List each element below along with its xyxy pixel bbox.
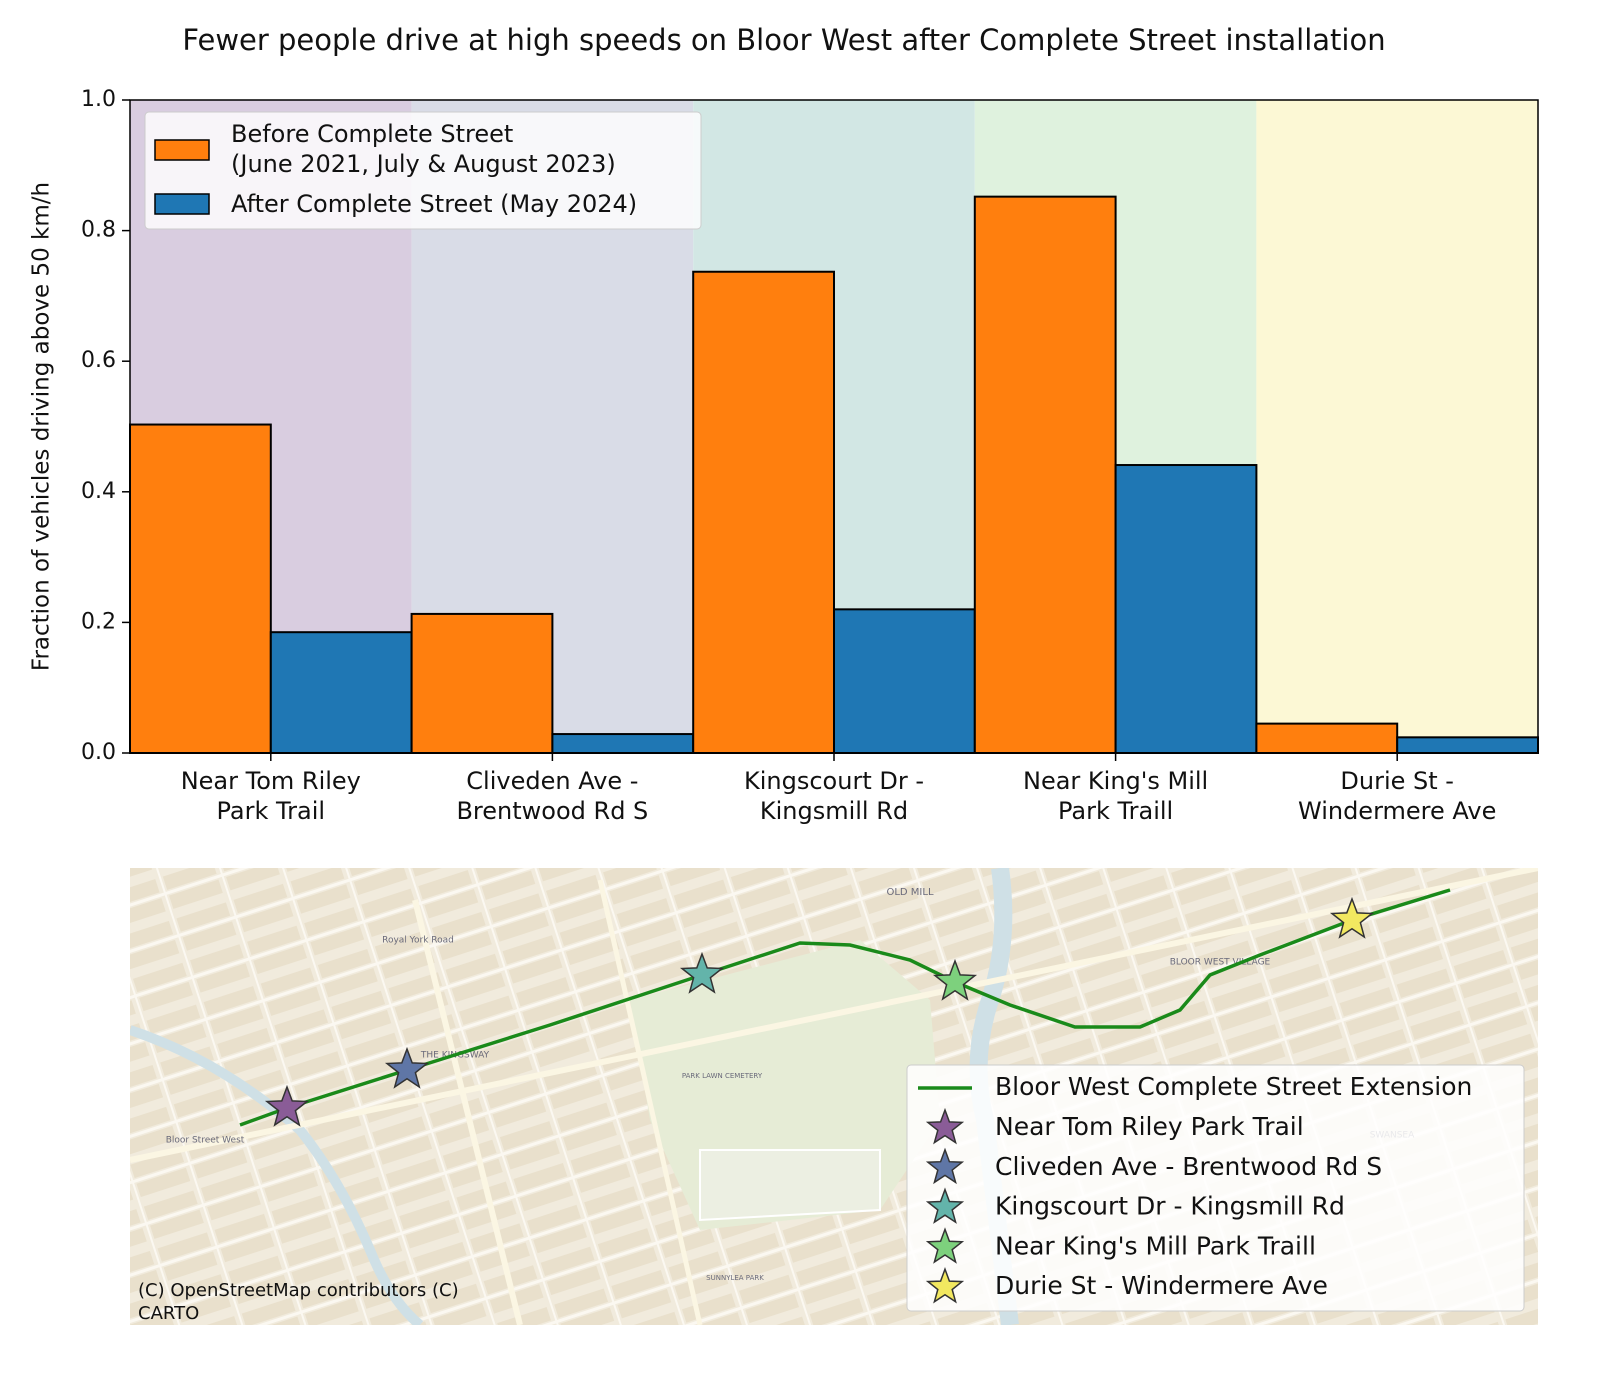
bar — [129, 423, 272, 754]
x-tick-label: Cliveden Ave - Brentwood Rd S — [456, 767, 649, 825]
map-place-label: Royal York Road — [382, 936, 454, 946]
map-legend-box — [906, 1064, 1525, 1312]
map-legend-star — [925, 1227, 965, 1264]
y-tick-label: 0.6 — [81, 348, 116, 373]
bar — [973, 195, 1117, 755]
x-tick-label: Near Tom Riley Park Trail — [180, 767, 361, 825]
map-legend-star — [925, 1267, 965, 1304]
y-axis-label: Fraction of vehicles driving above 50 km… — [29, 182, 55, 671]
x-tick-label: Kingscourt Dr - Kingsmill Rd — [744, 767, 924, 825]
site-star — [932, 958, 978, 1001]
map-legend-label: Near Tom Riley Park Trail — [995, 1112, 1304, 1141]
x-tick-label: Durie St - Windermere Ave — [1297, 767, 1497, 825]
map-legend-star — [925, 1187, 965, 1224]
bar — [1114, 464, 1258, 754]
bar — [1255, 722, 1399, 754]
x-tick-label: Near King's Mill Park Traill — [1022, 767, 1209, 825]
bar — [269, 631, 413, 755]
y-tick-label: 0.2 — [81, 609, 116, 634]
y-tick-label: 0.4 — [81, 479, 116, 504]
category-background — [1256, 100, 1538, 753]
map-legend-label: Cliveden Ave - Brentwood Rd S — [995, 1152, 1382, 1181]
map-legend-label: Bloor West Complete Street Extension — [995, 1072, 1472, 1101]
site-star — [264, 1084, 310, 1127]
bar — [1396, 736, 1539, 755]
legend-swatch — [154, 139, 210, 161]
map-legend-star — [925, 1147, 965, 1185]
chart-title: Fewer people drive at high speeds on Blo… — [182, 23, 1385, 57]
legend-label: After Complete Street (May 2024) — [231, 190, 638, 218]
legend-label: Before Complete Street (June 2021, July … — [231, 120, 616, 178]
bar — [410, 612, 554, 755]
map-legend-star — [925, 1107, 965, 1145]
bar — [692, 270, 836, 754]
legend-swatch — [154, 193, 210, 215]
map-place-label: PARK LAWN CEMETERY — [682, 1072, 763, 1080]
map-place-label: Bloor Street West — [166, 1136, 245, 1146]
map-attribution: (C) OpenStreetMap contributors (C) CARTO — [138, 1280, 459, 1324]
bar — [833, 608, 976, 755]
map-place-label: OLD MILL — [886, 887, 933, 898]
y-tick-label: 1.0 — [81, 87, 116, 112]
legend-box — [144, 111, 702, 230]
map-place-label: BLOOR WEST VILLAGE — [1170, 958, 1271, 968]
map-legend-label: Near King's Mill Park Traill — [995, 1231, 1316, 1260]
y-tick-label: 0.8 — [81, 218, 116, 243]
map-place-label: SUNNYLEA PARK — [706, 1274, 764, 1282]
site-star — [679, 951, 725, 994]
site-star — [384, 1046, 430, 1089]
bar — [551, 733, 695, 754]
plot-frame — [129, 99, 1539, 754]
site-star — [1329, 896, 1375, 939]
y-tick-label: 0.0 — [81, 740, 116, 765]
map-legend-label: Kingscourt Dr - Kingsmill Rd — [995, 1192, 1345, 1221]
map-legend-label: Durie St - Windermere Ave — [995, 1271, 1328, 1300]
